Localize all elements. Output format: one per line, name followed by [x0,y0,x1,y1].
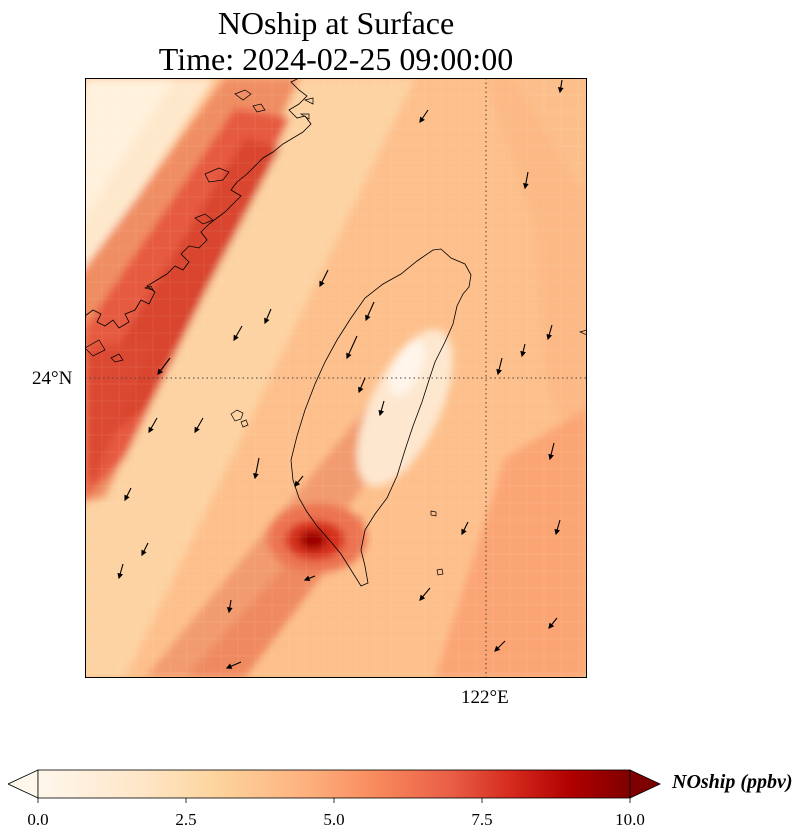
wind-vector-head [557,87,564,94]
wind-vector-head [253,472,259,480]
map-title-line1: NOship at Surface [217,5,455,41]
colorbar-extend-min [8,769,39,799]
wind-vector-head [346,352,352,360]
wind-vector-head [148,426,154,434]
wind-vector-head [141,549,147,557]
wind-vector-head [233,334,239,342]
wind-vector-head [157,368,164,375]
map-title-line2: Time: 2024-02-25 09:00:00 [158,41,514,77]
colorbar-tick-3: 7.5 [471,810,493,829]
wind-vector-head [319,280,325,288]
wind-vector-head [419,594,426,601]
wind-vector-head [554,528,561,536]
coastal-islands [85,89,314,363]
taiwan-coastline [290,248,472,587]
wind-vector-head [548,622,555,629]
wind-vector-head [496,368,502,376]
map-frame [85,78,587,678]
colorbar-tick-1: 2.5 [175,810,197,829]
latitude-tick-label: 24°N [32,368,73,389]
wind-vector-head [520,350,526,358]
wind-vector-head [194,426,200,434]
longitude-tick-label: 122°E [461,687,509,708]
colorbar-tick-0: 0.0 [27,810,49,829]
fujian-coastline [85,78,312,329]
wind-vector-head [461,528,467,536]
wind-vector-head [546,333,553,341]
colorbar-tick-2: 5.0 [323,810,345,829]
wind-vector-head [264,317,270,325]
wind-vector-head [225,663,233,669]
wind-vector-head [494,645,501,652]
wind-vector-head [226,607,233,614]
penghu-islands [230,409,249,428]
wind-vector-head [548,453,554,461]
wind-vector-head [294,480,301,487]
colorbar-tick-4: 10.0 [615,810,645,829]
colorbar [8,769,661,803]
wind-vectors [117,79,564,669]
colorbar-gradient [37,769,631,799]
wind-vector-head [117,572,124,580]
wind-vector-head [124,494,130,502]
map-plot [85,78,587,678]
colorbar-label: NOship (ppbv) [672,771,793,793]
wind-vector-head [522,182,529,190]
wind-vector-head [419,116,425,124]
wind-vector-head [365,314,371,322]
colorbar-extend-max [629,769,661,799]
green-island [430,510,437,517]
wind-vector-head [303,575,311,581]
orchid-island [436,568,444,576]
wind-vector-head [358,386,364,394]
east-islet [578,329,587,336]
wind-vector-head [378,409,385,417]
